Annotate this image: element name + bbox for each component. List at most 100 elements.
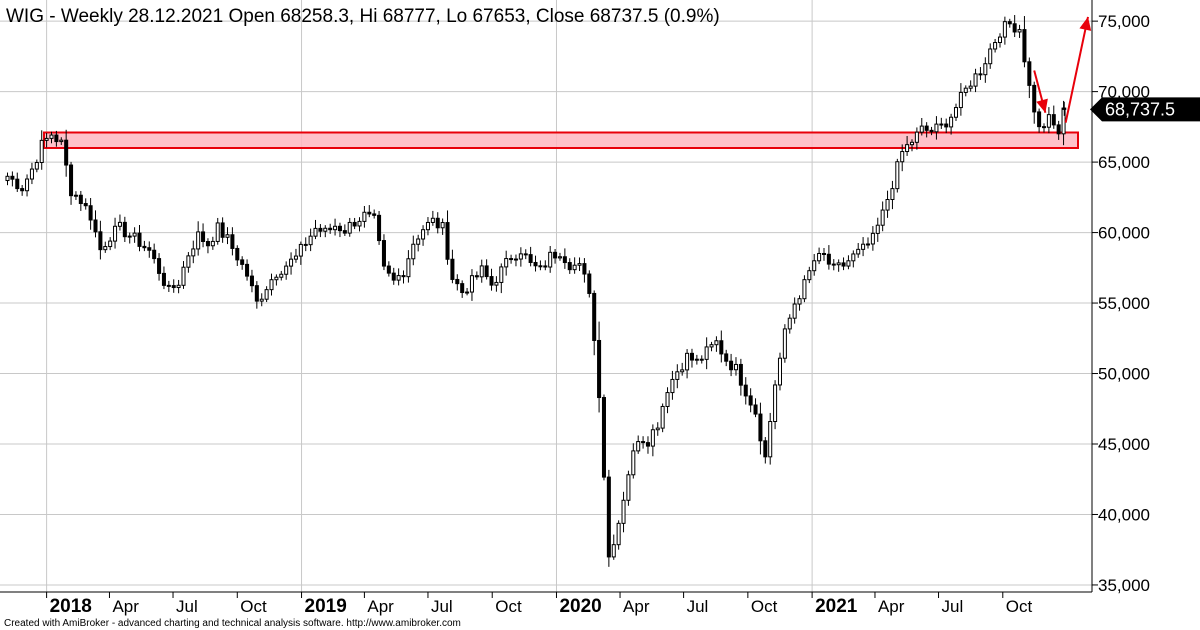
candle-body-down [562,256,567,264]
candle [205,238,210,254]
candle-body-up [983,63,988,76]
candle-body-up [626,474,631,501]
x-tick-year-label: 2021 [815,596,858,617]
candle [425,217,430,236]
candle-body-up [958,91,963,109]
candle-body-up [225,234,230,238]
candle [342,224,347,236]
candle [318,224,323,238]
candle [553,249,558,264]
candle [562,248,567,269]
candle [509,254,514,264]
candle-body-down [533,261,538,267]
candle [215,217,220,245]
candle [137,224,142,252]
trend-arrow [1064,16,1092,123]
candle-body-up [988,48,993,65]
candle-body-up [274,276,279,281]
candle-body-up [968,85,973,89]
candle-body-down [1041,126,1047,129]
candle-body-up [518,253,523,260]
candle [381,234,386,271]
candle-body-down [249,275,254,287]
candle [988,43,993,69]
candle [308,228,313,252]
candle-body-down [509,258,514,261]
candle [523,249,528,260]
candle [127,232,132,244]
candle [963,85,968,97]
trend-arrow [1033,70,1048,114]
candle [220,217,225,243]
candle [812,254,817,276]
candle-body-down [240,259,245,265]
candle [460,280,465,298]
candle-body-up [430,217,435,223]
candle-body-down [753,404,758,415]
candle [93,210,98,238]
candle-body-down [303,243,308,246]
candle [616,520,621,550]
candle [733,357,738,376]
candle-body-up [709,344,714,348]
candle [25,174,30,197]
candle-body-down [763,440,768,458]
candle [919,118,924,136]
candle-body-up [802,279,807,300]
candle-body-down [553,251,558,259]
candle [993,38,998,53]
x-tick-month-label: Oct [1006,597,1033,616]
x-tick-month-label: Apr [878,597,905,616]
candle-body-up [812,260,817,272]
x-tick-month-label: Jul [431,597,453,616]
candle [611,534,616,560]
candle [1046,107,1051,134]
candle [1027,57,1032,99]
candle-body-up [264,289,269,300]
candle-body-up [117,221,122,227]
candle-body-down [758,413,763,442]
candle-body-down [1051,114,1056,126]
candle [445,210,450,265]
candle [968,80,973,92]
candle-body-up [44,137,49,141]
candle [997,33,1003,48]
candle [245,259,250,281]
candle-body-down [391,272,396,281]
candle [685,349,690,379]
candle-body-up [176,284,181,289]
candle-body-down [1032,84,1037,113]
x-tick-month-label: Apr [367,597,394,616]
candle-body-up [127,235,132,238]
candle-body-down [1007,21,1012,25]
candle-body-down [381,240,386,267]
candle-body-down [738,363,743,386]
candle-body-up [421,229,426,240]
candle [372,209,377,219]
candle-body-down [78,194,83,205]
candle [59,137,64,145]
candle [64,129,69,177]
candle-body-up [362,211,367,222]
candle [807,266,812,284]
candle [1056,120,1061,140]
candle-body-down [445,222,450,260]
candle-body-up [181,266,186,286]
candle-body-down [64,139,69,166]
candle-body-down [543,265,548,268]
candle-body-down [69,164,74,197]
candle [626,470,631,506]
candle [577,257,582,271]
candle [147,241,152,258]
y-axis-ticks: 35,000 40,000 45,000 50,000 55,000 60,000 65,0… [1092,12,1150,595]
candle-body-up [851,253,856,262]
candle [49,131,54,144]
candle-body-down [401,275,406,278]
candle-body-up [259,298,264,302]
candle-body-up [440,222,445,229]
candle-body-down [455,278,460,285]
candle [929,126,934,136]
candle-body-down [831,263,836,266]
candle-body-down [1027,61,1032,86]
candle-body-up [997,36,1003,44]
